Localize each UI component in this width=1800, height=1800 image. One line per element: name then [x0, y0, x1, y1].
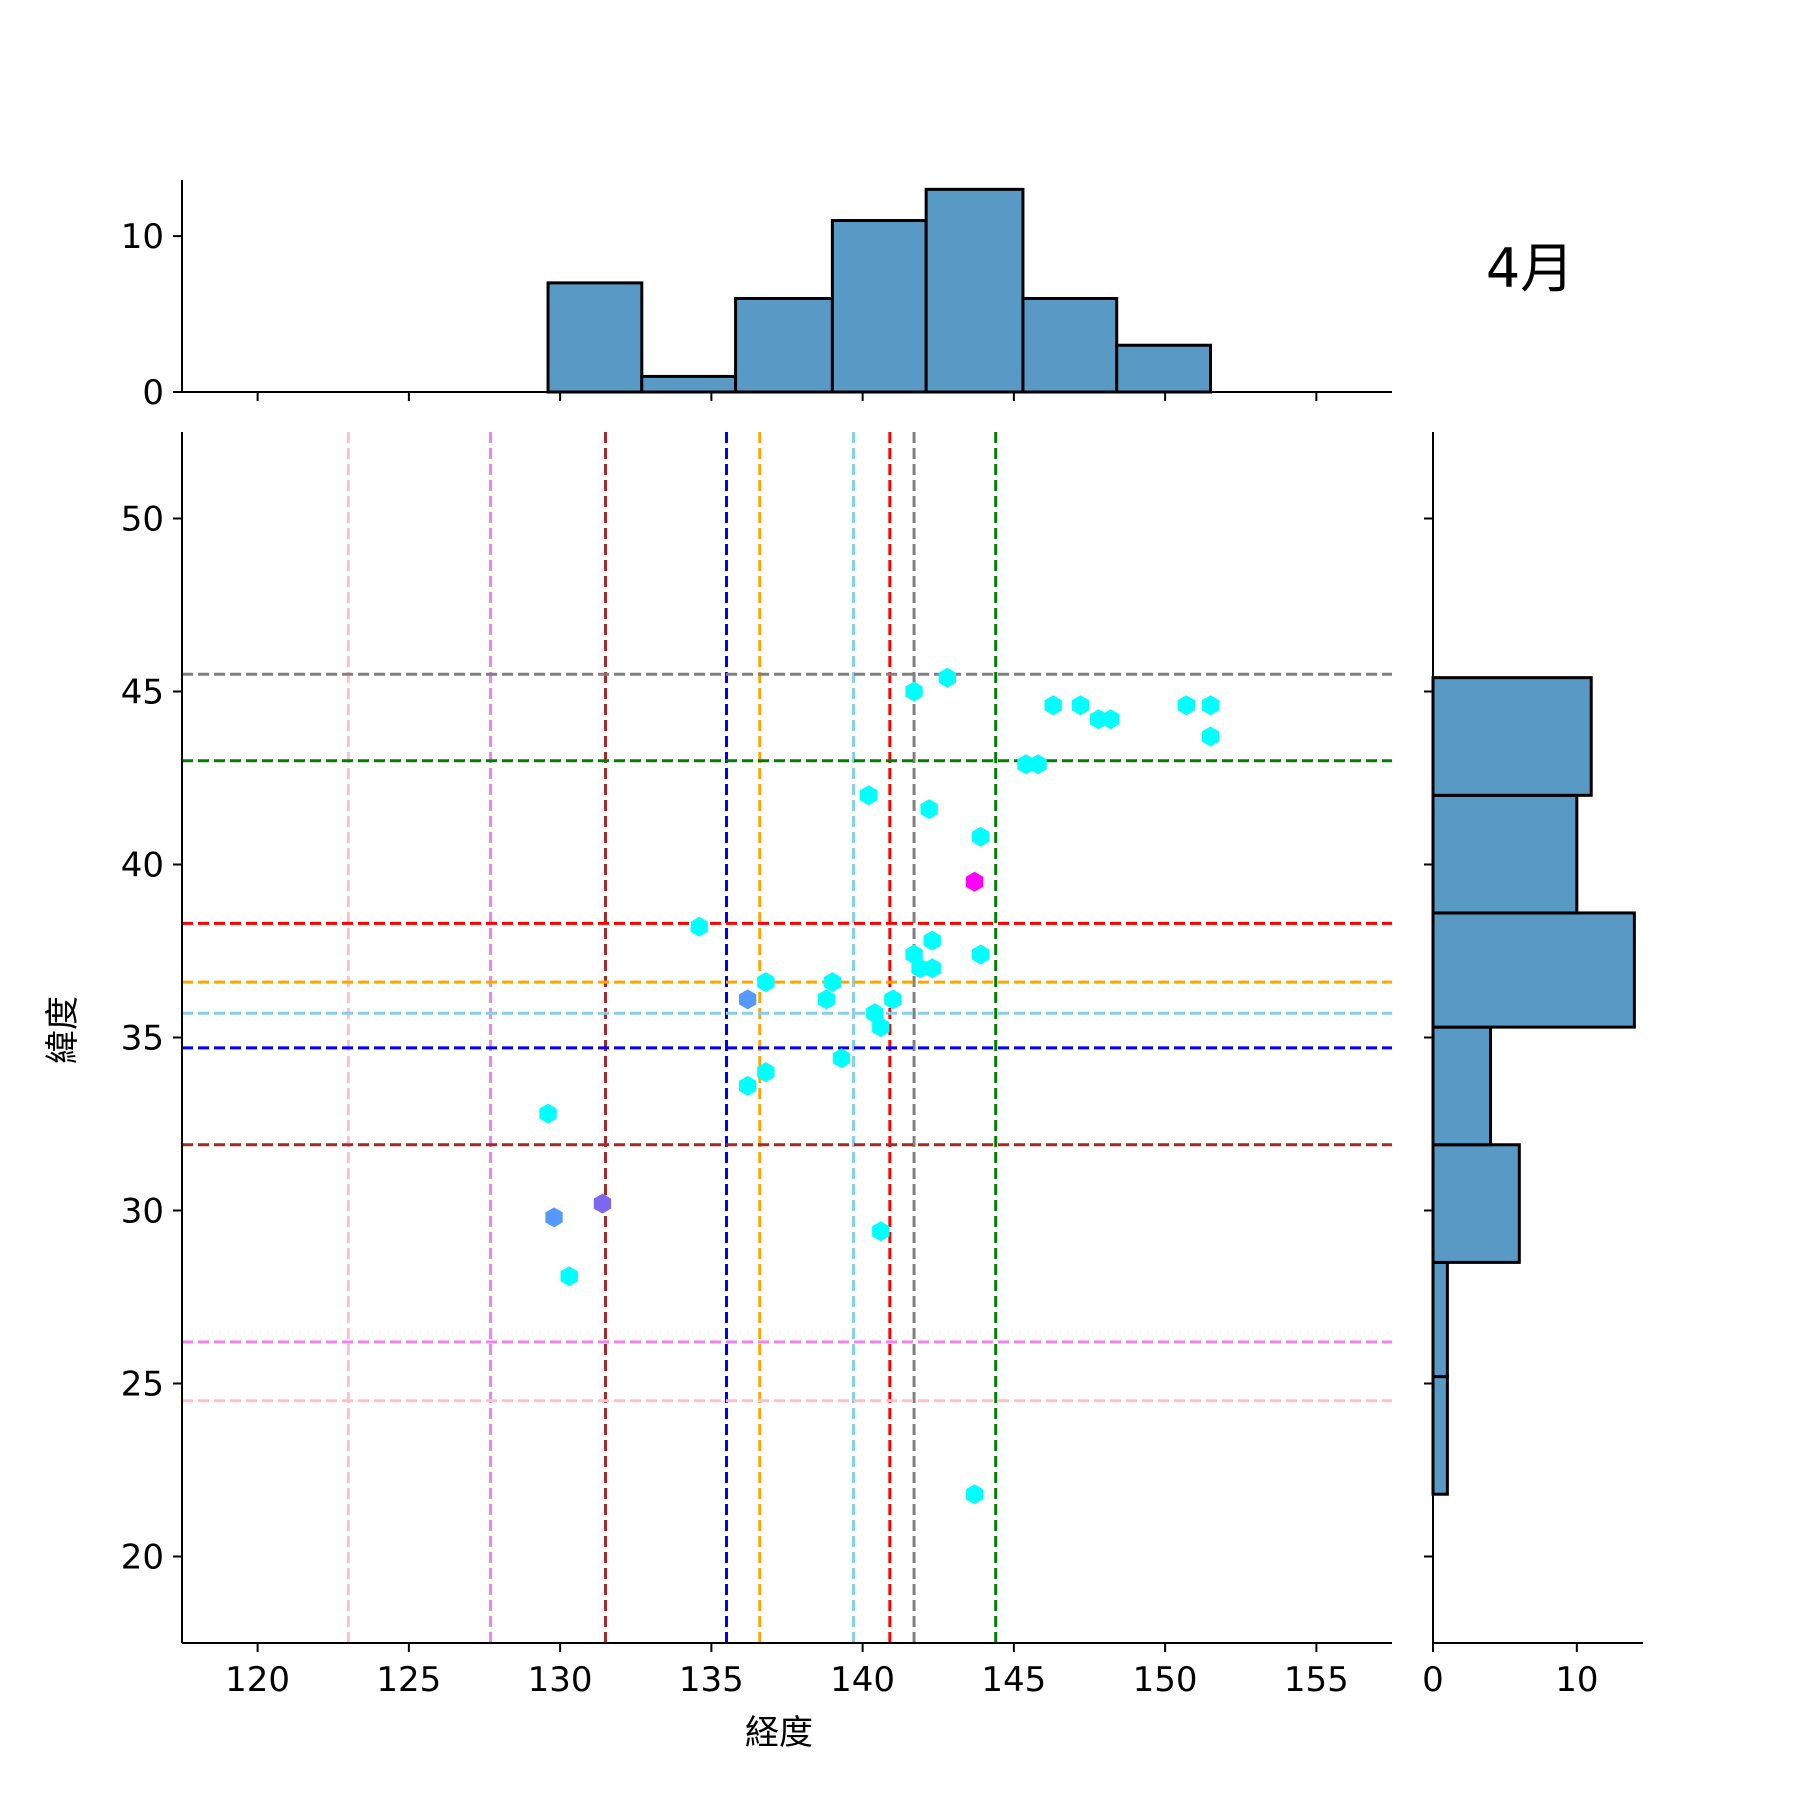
scatter-point: [860, 785, 878, 806]
scatter-point: [1029, 754, 1047, 775]
x-tick-label: 130: [528, 1660, 593, 1700]
scatter-point: [739, 989, 757, 1010]
scatter-point: [593, 1193, 612, 1214]
scatter-points: [539, 667, 1220, 1505]
top-hist-y-tick-label: 0: [142, 373, 164, 413]
right-histogram-bar: [1431, 793, 1579, 915]
month-label: 4月: [1486, 237, 1574, 300]
y-tick-label: 50: [121, 500, 164, 540]
scatter-point: [757, 972, 775, 993]
x-tick-label: 155: [1284, 1660, 1349, 1700]
right-histogram-bars: [1431, 676, 1636, 1496]
y-tick-label: 45: [121, 673, 164, 713]
y-tick-label: 20: [121, 1538, 164, 1578]
scatter-point: [817, 989, 835, 1010]
top-histogram-axes: 0 10: [121, 180, 1392, 413]
right-histogram-axes: 0 10: [1422, 432, 1643, 1700]
right-histogram-bar: [1431, 911, 1636, 1029]
x-tick-label: 125: [376, 1660, 441, 1700]
scatter-point: [539, 1103, 557, 1124]
scatter-point: [832, 1048, 851, 1069]
right-histogram-bar: [1431, 1375, 1449, 1496]
scatter-point: [1071, 695, 1090, 716]
main-axes: 120 125 130 135 140 145 150 155 20 25 30 35 40 45 50: [121, 432, 1392, 1700]
y-tick-label: 30: [121, 1192, 164, 1232]
scatter-point: [923, 958, 941, 979]
top-histogram-bar: [1021, 296, 1119, 394]
right-hist-x-tick-label: 10: [1555, 1660, 1598, 1700]
x-tick-label: 135: [679, 1660, 744, 1700]
top-histogram-bar: [1115, 343, 1212, 394]
right-histogram-bar: [1431, 676, 1593, 797]
x-tick-label: 140: [830, 1660, 895, 1700]
scatter-point: [938, 667, 956, 688]
scatter-point: [545, 1207, 563, 1228]
scatter-point: [971, 826, 990, 847]
right-histogram-bar: [1431, 1025, 1493, 1147]
scatter-point: [1201, 695, 1220, 716]
x-tick-label: 145: [981, 1660, 1046, 1700]
scatter-point: [971, 944, 990, 965]
scatter-point: [1201, 726, 1220, 747]
right-hist-x-tick-label: 0: [1422, 1660, 1444, 1700]
right-histogram-bar: [1431, 1260, 1449, 1379]
scatter-point: [1102, 709, 1120, 730]
x-tick-label: 120: [225, 1660, 290, 1700]
scatter-point: [1177, 695, 1195, 716]
right-histogram: 0 10: [1422, 432, 1643, 1700]
top-histogram: 0 10: [121, 180, 1392, 413]
x-axis-label: 経度: [745, 1713, 813, 1753]
scatter-point: [1044, 695, 1062, 716]
top-histogram-bars: [546, 187, 1212, 394]
y-tick-label: 25: [121, 1365, 164, 1405]
x-tick-label: 150: [1133, 1660, 1198, 1700]
scatter-point: [690, 916, 708, 937]
scatter-point: [905, 681, 923, 702]
scatter-point: [965, 1484, 984, 1505]
scatter-point: [872, 1017, 890, 1038]
y-axis-label: 緯度: [43, 996, 83, 1064]
top-histogram-bar: [546, 281, 644, 394]
scatter-panel: 120 125 130 135 140 145 150 155 20 25 30 35 40 45 50: [121, 432, 1392, 1700]
scatter-point: [560, 1266, 578, 1287]
top-histogram-bar: [830, 219, 928, 394]
top-histogram-bar: [924, 187, 1025, 394]
top-histogram-bar: [640, 374, 738, 394]
top-hist-y-tick-label: 10: [121, 217, 164, 257]
scatter-point: [739, 1075, 757, 1096]
top-histogram-bar: [734, 296, 834, 394]
y-tick-label: 40: [121, 846, 164, 886]
scatter-point: [923, 930, 941, 951]
scatter-point: [884, 989, 902, 1010]
scatter-point: [872, 1221, 890, 1242]
scatter-point: [920, 799, 938, 820]
right-histogram-bar: [1431, 1143, 1521, 1264]
scatter-point: [965, 871, 984, 892]
scatter-point: [823, 972, 841, 993]
reference-lines: [182, 432, 1392, 1643]
y-tick-label: 35: [121, 1019, 164, 1059]
scatter-point: [757, 1062, 775, 1083]
